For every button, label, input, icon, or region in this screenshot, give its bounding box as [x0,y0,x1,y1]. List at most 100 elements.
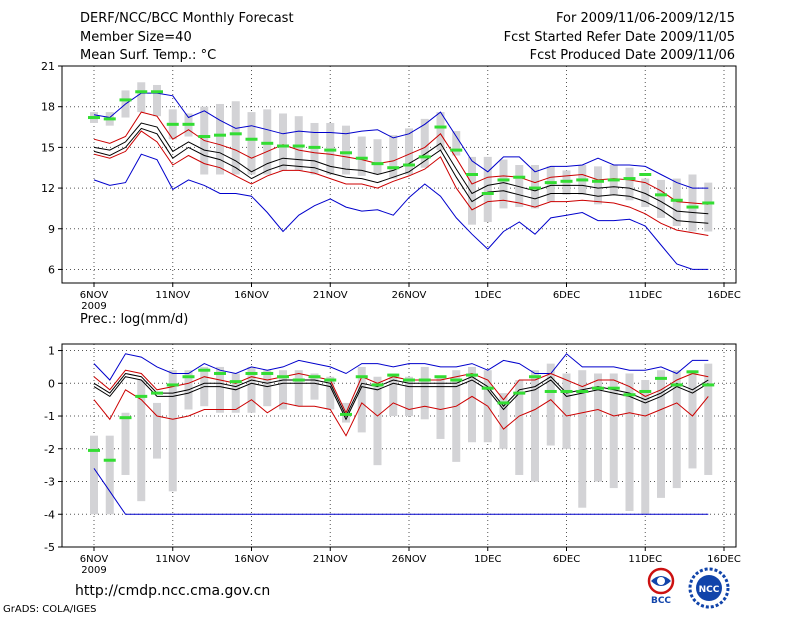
prec-panel-label: Prec.: log(mm/d) [80,312,189,327]
temp-x-tick-label: 11NOV [155,290,190,301]
prec-range-box [326,376,335,410]
source-url[interactable]: http://cmdp.ncc.cma.gov.cn [75,583,271,599]
temp-range-box [704,182,713,232]
temp-range-box [294,116,303,171]
temp-range-box [625,167,634,201]
prec-range-box [137,380,146,502]
temp-x-tick-label: 6NOV [80,290,109,301]
temp-median-mark [434,125,447,129]
temp-x-tick-label: 6DEC [553,290,580,301]
prec-median-mark [387,373,400,377]
temp-y-tick-label: 12 [41,182,55,195]
prec-range-box [515,380,524,475]
prec-x-tick-label: 11NOV [155,554,190,565]
temp-median-mark [544,181,557,185]
temp-range-box [357,136,366,176]
temp-range-box [231,101,240,175]
prec-range-box [279,370,287,410]
prec-line-mean_minus [93,376,709,421]
prec-median-mark [702,383,715,387]
prec-range-box [389,373,398,417]
temp-range-box [499,159,508,209]
temp-median-mark [623,177,636,181]
prec-range-box [499,393,508,449]
prec-range-box [247,366,256,413]
prec-median-mark [418,378,431,382]
prec-range-box [594,373,602,482]
prec-y-tick-label: 1 [48,345,55,358]
temp-y-tick-label: 21 [41,60,55,73]
temp-median-mark [655,193,667,197]
prec-median-mark [686,370,699,374]
prec-median-mark [103,458,116,462]
prec-range-box [452,370,461,462]
prec-y-tick-label: -5 [44,541,55,554]
forecast-produced: Fcst Produced Date 2009/11/06 [529,48,735,63]
temp-median-mark [592,179,604,183]
prec-median-mark [434,375,447,379]
prec-range-box [578,370,587,508]
grads-credit: GrADS: COLA/IGES [3,604,97,615]
prec-range-box [704,363,713,475]
prec-y-tick-label: -4 [44,508,55,521]
temp-line-mean_minus2 [93,130,709,236]
temp-x-tick-label: 26NOV [392,290,427,301]
temp-median-mark [686,205,699,209]
prec-median-mark [560,389,573,393]
prec-median-mark [324,378,337,382]
prec-range-box [436,376,445,439]
temp-median-mark [198,135,211,139]
temp-range-box [216,103,224,175]
temp-range-box [279,113,287,171]
prec-median-mark [497,401,510,405]
prec-median-mark [576,389,589,393]
temp-range-box [594,166,602,205]
prec-median-mark [513,391,526,395]
temp-range-box [373,139,382,175]
temp-range-box [515,165,524,208]
prec-range-box [609,373,618,489]
prec-range-box [153,402,161,459]
temp-range-box [657,179,665,218]
prec-range-box [168,370,177,492]
prec-x-tick-label: 1DEC [474,554,501,565]
prec-range-box [672,370,681,489]
prec-range-box [90,435,98,515]
temp-median-mark [481,191,494,195]
temp-x-tick-label: 11DEC [628,290,662,301]
prec-x-tick-label: 11DEC [628,554,662,565]
temp-median-mark [151,90,163,94]
prec-median-mark [119,416,132,420]
prec-x-tick-label: 16DEC [707,554,741,565]
prec-median-mark [135,394,148,398]
member-size: Member Size=40 [80,30,192,45]
prec-range-box [546,363,555,446]
prec-y-tick-label: 0 [48,377,55,390]
prec-range-box [562,373,571,449]
temp-y-tick-label: 15 [41,141,55,154]
temp-median-mark [229,132,242,136]
temp-line-mean [93,122,709,215]
prec-median-mark [450,378,463,382]
temp-median-mark [355,156,368,160]
prec-median-mark [655,376,667,380]
prec-range-box [641,380,650,515]
prec-range-box [294,370,303,407]
prec-median-mark [340,412,352,416]
temp-median-mark [214,133,226,137]
temp-range-box [468,156,476,225]
prec-x-tick-label: 16NOV [234,554,269,565]
prec-line-max [93,353,709,381]
temp-median-mark [88,116,100,120]
temp-line-mean_plus [93,111,709,205]
variable-label: Mean Surf. Temp.: °C [80,48,217,63]
prec-median-mark [182,375,195,379]
temp-median-mark [639,173,652,176]
temp-median-mark [560,179,573,183]
temp-median-mark [119,98,132,102]
temp-median-mark [670,198,683,202]
temp-plot-frame [61,65,737,284]
ncc-logo-text: NCC [699,585,720,595]
prec-median-mark [166,383,179,387]
prec-range-box [468,366,476,443]
